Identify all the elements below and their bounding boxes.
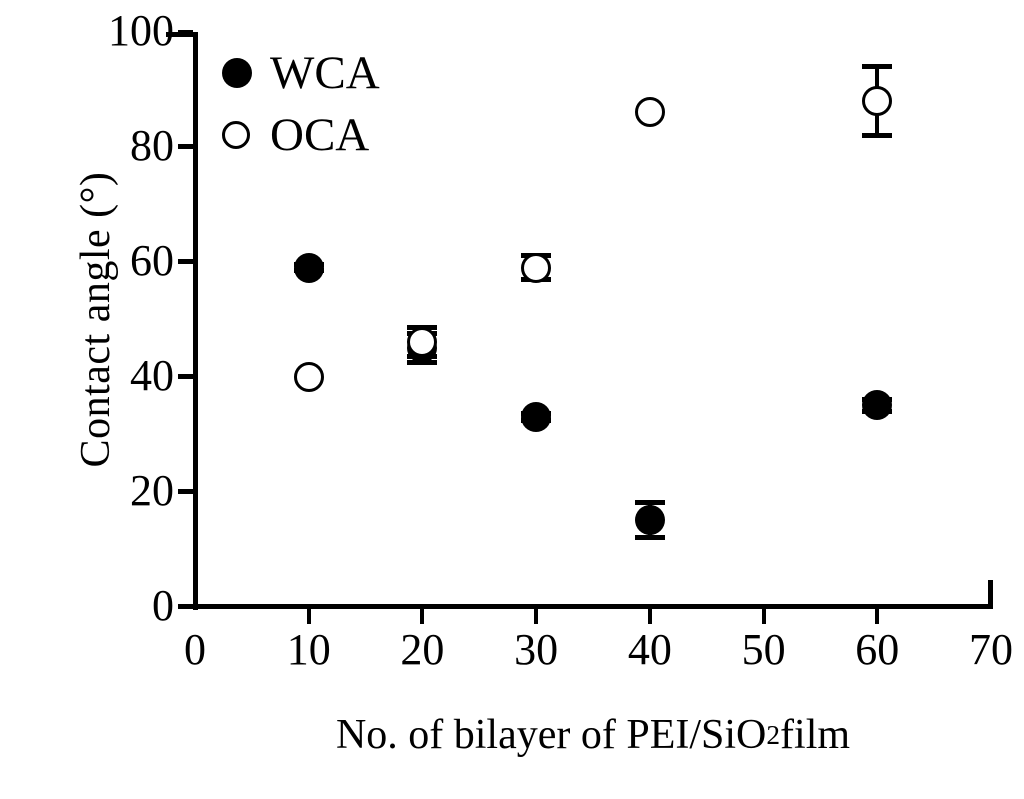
x-tick-label-10: 10 bbox=[286, 625, 331, 674]
y-tick-40 bbox=[178, 374, 193, 380]
error-bar-cap bbox=[634, 500, 665, 506]
legend-item-wca: WCA bbox=[222, 42, 512, 104]
legend: WCA OCA bbox=[222, 42, 512, 166]
x-axis-title: No. of bilayer of PEI/SiO 2 film bbox=[193, 705, 993, 765]
data-point-wca-40 bbox=[634, 505, 665, 536]
y-tick-100 bbox=[178, 29, 193, 35]
x-tick-50 bbox=[761, 609, 766, 624]
data-point-oca-20 bbox=[407, 327, 438, 358]
x-axis-line bbox=[193, 604, 993, 609]
x-tick-40 bbox=[647, 609, 652, 624]
x-axis-title-subscript: 2 bbox=[766, 719, 781, 750]
y-tick-label-60: 60 bbox=[130, 235, 174, 285]
x-axis-title-prefix: No. of bilayer of PEI/SiO bbox=[335, 712, 767, 758]
y-tick-label-80: 80 bbox=[130, 120, 174, 170]
error-bar-cap bbox=[634, 535, 665, 541]
x-tick-60 bbox=[875, 609, 880, 624]
error-bar-cap bbox=[862, 63, 893, 69]
y-tick-label-20: 20 bbox=[130, 465, 174, 515]
data-point-wca-60 bbox=[862, 390, 893, 421]
x-tick-label-40: 40 bbox=[627, 625, 672, 674]
y-axis-title: Contact angle (°) bbox=[73, 171, 119, 468]
legend-label-oca: OCA bbox=[270, 108, 370, 161]
filled-circle-icon bbox=[222, 58, 268, 88]
y-tick-60 bbox=[178, 259, 193, 265]
y-tick-label-0: 0 bbox=[152, 580, 174, 630]
x-tick-20 bbox=[420, 609, 425, 624]
data-point-wca-10 bbox=[293, 252, 324, 283]
open-circle-icon bbox=[222, 121, 268, 149]
y-tick-label-100: 100 bbox=[108, 6, 174, 55]
x-tick-label-20: 20 bbox=[400, 625, 445, 674]
y-axis-line bbox=[193, 32, 198, 610]
x-tick-label-60: 60 bbox=[855, 625, 900, 674]
x-tick-30 bbox=[534, 609, 539, 624]
data-point-oca-60 bbox=[862, 85, 893, 116]
data-point-oca-40 bbox=[634, 97, 665, 128]
y-tick-0 bbox=[178, 604, 193, 609]
x-tick-label-70: 70 bbox=[969, 625, 1013, 674]
y-axis-top-cap bbox=[166, 32, 198, 37]
y-tick-80 bbox=[178, 144, 193, 150]
data-point-wca-30 bbox=[521, 401, 552, 432]
x-tick-label-50: 50 bbox=[741, 625, 786, 674]
data-point-oca-30 bbox=[521, 252, 552, 283]
data-point-oca-10 bbox=[293, 361, 324, 392]
x-axis-title-suffix: film bbox=[780, 712, 851, 758]
legend-item-oca: OCA bbox=[222, 104, 512, 166]
x-tick-10 bbox=[306, 609, 311, 624]
x-tick-label-30: 30 bbox=[514, 625, 559, 674]
y-tick-20 bbox=[178, 489, 193, 495]
x-tick-label-0: 0 bbox=[184, 625, 206, 674]
legend-label-wca: WCA bbox=[270, 46, 380, 99]
error-bar-cap bbox=[862, 133, 893, 139]
x-axis-right-cap bbox=[988, 580, 993, 609]
y-tick-label-40: 40 bbox=[130, 350, 174, 400]
